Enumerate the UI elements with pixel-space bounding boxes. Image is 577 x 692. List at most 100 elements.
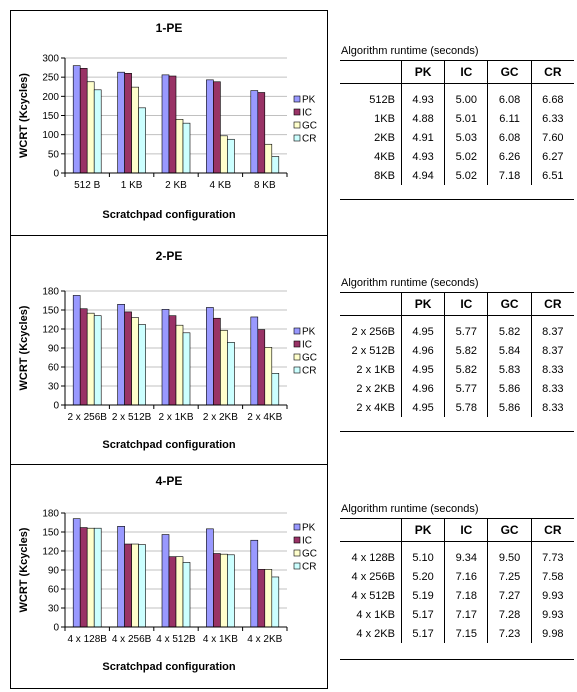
table-cell-value: 7.16 xyxy=(444,567,488,586)
bar-pk xyxy=(72,65,81,174)
table-cell-value: 6.51 xyxy=(530,166,574,185)
bar-ic xyxy=(257,92,266,174)
y-tick-label: 90 xyxy=(48,566,60,577)
bar-chart-1pe: 1-PE WCRT (Kcycles) Scratchpad configurati… xyxy=(18,21,322,221)
table-header-cr: CR xyxy=(530,293,574,316)
table-row: 4 x 1KB 5.17 7.17 7.28 9.93 xyxy=(340,605,574,624)
table-cell-value: 7.60 xyxy=(530,128,574,147)
legend-label-pk: PK xyxy=(302,95,316,106)
table-cell-value: 8.37 xyxy=(530,341,574,360)
table-cell-value: 6.08 xyxy=(487,83,532,109)
table-header-pk: PK xyxy=(400,61,445,84)
table-row: 2KB 4.91 5.03 6.08 7.60 xyxy=(340,128,574,147)
y-tick-label: 30 xyxy=(48,604,60,615)
table-header-gc: GC xyxy=(487,519,532,542)
bar-pk xyxy=(117,525,125,628)
bar-gc xyxy=(175,556,184,628)
table-cell-value: 5.86 xyxy=(487,398,532,417)
bar-cr xyxy=(138,544,146,628)
table-row: 2 x 4KB 4.95 5.78 5.86 8.33 xyxy=(340,398,574,417)
bar-cr xyxy=(93,527,102,628)
x-tick-label: 4 x 512B xyxy=(156,634,196,645)
x-tick-label: 4 x 2KB xyxy=(247,634,282,645)
bar-gc xyxy=(220,135,228,174)
runtime-table-caption-4pe: Algorithm runtime (seconds) xyxy=(341,503,479,515)
x-tick-label: 1 KB xyxy=(121,180,143,191)
runtime-table-caption-1pe: Algorithm runtime (seconds) xyxy=(341,45,479,57)
bar-gc xyxy=(86,81,95,174)
bar-ic xyxy=(168,75,177,174)
y-tick-label: 60 xyxy=(48,363,60,374)
table-cell-value: 7.27 xyxy=(487,586,532,605)
table-cell-value: 9.98 xyxy=(530,624,574,643)
x-tick-label: 4 x 256B xyxy=(112,634,152,645)
y-tick-label: 0 xyxy=(53,401,59,412)
y-tick-label: 90 xyxy=(48,344,60,355)
bar-cr xyxy=(93,315,102,406)
table-row: 2 x 2KB 4.96 5.77 5.86 8.33 xyxy=(340,379,574,398)
table-cell-value: 4.94 xyxy=(400,166,445,185)
bar-chart-2pe: 2-PE WCRT (Kcycles) Scratchpad configurati… xyxy=(18,249,322,451)
legend-swatch-ic xyxy=(293,108,301,116)
bar-gc xyxy=(220,329,228,406)
bar-pk xyxy=(117,304,125,406)
y-tick-label: 300 xyxy=(42,54,59,65)
table-cell-value: 5.02 xyxy=(444,166,488,185)
bar-pk xyxy=(72,518,81,628)
table-cell-value: 5.02 xyxy=(444,147,488,166)
bar-pk xyxy=(72,295,81,406)
bar-cr xyxy=(227,138,235,174)
table-header-pk: PK xyxy=(400,293,445,316)
legend: PK IC GC CR xyxy=(292,518,322,578)
table-row: 4 x 2KB 5.17 7.15 7.23 9.98 xyxy=(340,624,574,643)
runtime-table-frame-4pe xyxy=(340,518,574,660)
bar-gc xyxy=(86,312,95,406)
bar-pk xyxy=(250,539,259,628)
y-tick-label: 180 xyxy=(42,287,59,298)
table-cell-value: 6.11 xyxy=(487,109,532,128)
table-cell-value: 5.20 xyxy=(400,567,445,586)
runtime-table-4pe: PK IC GC CR 4 x 128B 5.10 9.34 9.50 7.73 4 x 256B… xyxy=(340,519,574,643)
bar-gc xyxy=(264,143,273,174)
table-cell-value: 4.93 xyxy=(400,147,445,166)
table-cell-value: 5.83 xyxy=(487,360,532,379)
legend-label-gc: GC xyxy=(302,121,317,132)
table-cell-value: 5.82 xyxy=(487,315,532,341)
table-header-row: PK IC GC CR xyxy=(340,293,574,316)
bar-cr xyxy=(138,324,146,406)
table-row: 1KB 4.88 5.01 6.11 6.33 xyxy=(340,109,574,128)
y-tick-label: 120 xyxy=(42,325,59,336)
table-cell-config: 4 x 2KB xyxy=(356,627,395,640)
table-row: 4 x 128B 5.10 9.34 9.50 7.73 xyxy=(340,541,574,567)
y-tick-label: 100 xyxy=(42,130,59,141)
legend-label-pk: PK xyxy=(302,327,316,338)
table-cell-value: 4.95 xyxy=(400,398,445,417)
chart-panel-2pe: 2-PE WCRT (Kcycles) Scratchpad configurati… xyxy=(10,235,328,465)
chart-title: 1-PE xyxy=(156,21,183,35)
x-tick-label: 8 KB xyxy=(254,180,276,191)
x-tick-label: 512 B xyxy=(74,180,100,191)
bar-gc xyxy=(86,527,95,628)
table-cell-value: 6.26 xyxy=(487,147,532,166)
table-cell-config: 2 x 2KB xyxy=(356,382,395,395)
bar-ic xyxy=(124,311,132,406)
table-cell-value: 6.68 xyxy=(530,83,574,109)
x-tick-label: 2 x 512B xyxy=(112,412,152,423)
bar-ic xyxy=(168,315,177,406)
table-cell-config: 2 x 512B xyxy=(351,344,395,357)
table-cell-value: 5.77 xyxy=(444,379,488,398)
table-row: 2 x 256B 4.95 5.77 5.82 8.37 xyxy=(340,315,574,341)
table-header-cr: CR xyxy=(530,61,574,84)
table-cell-value: 5.77 xyxy=(444,315,488,341)
legend: PK IC GC CR xyxy=(292,90,322,150)
table-header-config xyxy=(340,61,402,84)
table-cell-config: 2 x 1KB xyxy=(356,363,395,376)
bar-ic xyxy=(79,308,88,406)
table-cell-config: 4 x 1KB xyxy=(356,608,395,621)
legend-swatch-ic xyxy=(293,536,301,544)
y-tick-label: 60 xyxy=(48,585,60,596)
bar-cr xyxy=(93,89,102,174)
x-tick-label: 2 KB xyxy=(165,180,187,191)
runtime-table-1pe: PK IC GC CR 512B 4.93 5.00 6.08 6.68 1KB 4.88 5.01 6… xyxy=(340,61,574,185)
table-cell-value: 5.86 xyxy=(487,379,532,398)
